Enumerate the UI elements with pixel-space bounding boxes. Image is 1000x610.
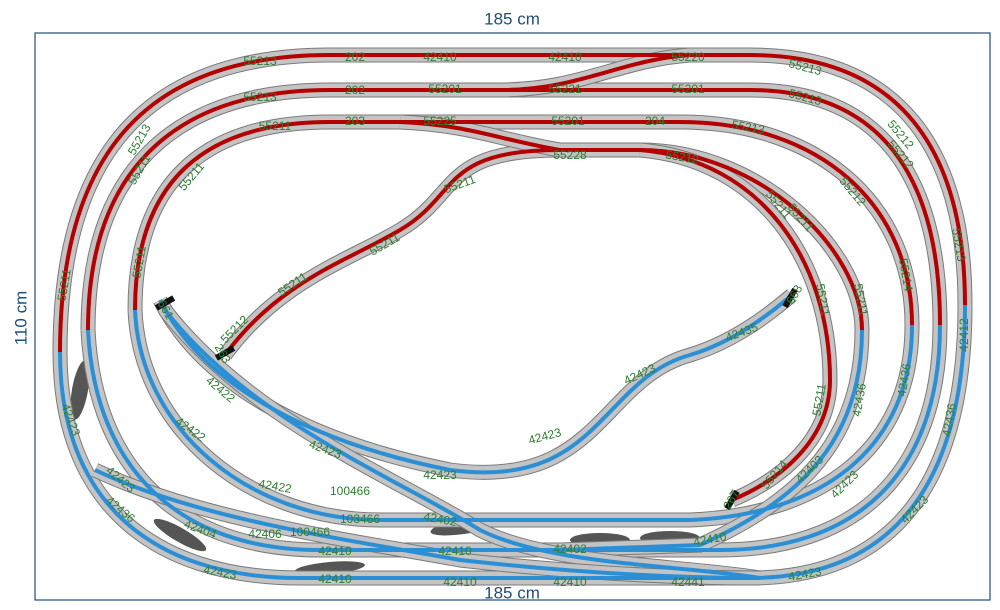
track-label: 55212	[664, 147, 700, 167]
track-label: 203	[345, 114, 365, 128]
track-label: 42410	[548, 50, 582, 64]
blue-track	[94, 468, 761, 580]
track-label: 100466	[330, 484, 370, 498]
track-label: 103466	[340, 512, 380, 526]
buffer-stop	[154, 295, 176, 311]
track-label: 42423	[787, 564, 823, 584]
track-label: 202	[345, 83, 365, 97]
track-label: 55220	[671, 50, 705, 64]
track-label: 55211	[54, 267, 73, 302]
track-label: 202	[345, 50, 365, 64]
track-label: 55214	[896, 257, 916, 293]
blue-track	[559, 329, 864, 552]
red-track	[399, 120, 561, 152]
track-label: 42422	[257, 476, 293, 496]
track-label: 55211	[809, 382, 828, 417]
red-track	[133, 120, 914, 326]
track-label: 55213	[949, 227, 969, 263]
blue-track	[86, 324, 942, 552]
track-label: 55228	[553, 148, 587, 162]
track-label: 42410	[553, 575, 587, 589]
track-label: 42402	[553, 542, 587, 556]
buffer-stop	[214, 345, 236, 361]
track-label: 42436	[939, 402, 959, 438]
track-label: 204	[645, 114, 665, 128]
track-label: 42410	[318, 544, 352, 558]
red-track	[223, 148, 864, 357]
track-label: 42406	[248, 527, 282, 541]
track-label: 55211	[813, 283, 832, 318]
track-label: 55211	[851, 283, 870, 318]
track-label: 55225	[423, 114, 457, 128]
width-label: 185 cm	[484, 9, 540, 28]
track-label: 55201	[551, 114, 585, 128]
track-label: 42410	[692, 529, 728, 549]
track-label: 55201	[428, 82, 462, 96]
blue-track	[58, 304, 967, 580]
track-label: 42410	[443, 575, 477, 589]
track-label: 42423	[423, 468, 457, 482]
track-label: 42410	[438, 544, 472, 558]
height-label: 110 cm	[11, 291, 30, 346]
red-track	[86, 88, 942, 331]
red-track	[639, 148, 833, 502]
track-label: 42436	[849, 382, 869, 418]
tracks	[52, 47, 973, 586]
blue-track	[133, 309, 914, 522]
track-label: 55213	[243, 54, 277, 68]
track-label: 42410	[423, 50, 457, 64]
blue-track	[163, 308, 761, 580]
shadow	[70, 360, 90, 420]
track-label: 55213	[243, 90, 277, 104]
track-label: 42436	[894, 362, 914, 398]
blue-track	[158, 293, 794, 475]
track-label: 42441	[671, 575, 705, 589]
track-label: 42423	[202, 562, 238, 582]
track-label: 55213	[730, 117, 766, 137]
track-label: 100466	[290, 525, 330, 539]
bottom-width-label: 185 cm	[484, 583, 540, 602]
track-label: 42412	[957, 318, 971, 352]
red-track	[58, 53, 967, 353]
track-label: 55211	[259, 119, 292, 133]
track-label: 42410	[318, 572, 352, 586]
track-label: 42402	[422, 509, 458, 529]
track-label: 55211	[129, 244, 148, 279]
track-label: 55201	[671, 82, 705, 96]
red-track	[499, 53, 691, 92]
shadow	[153, 518, 207, 552]
buffer-stop	[724, 489, 740, 511]
track-label: 55221	[548, 82, 582, 96]
buffer-stop	[782, 287, 798, 309]
